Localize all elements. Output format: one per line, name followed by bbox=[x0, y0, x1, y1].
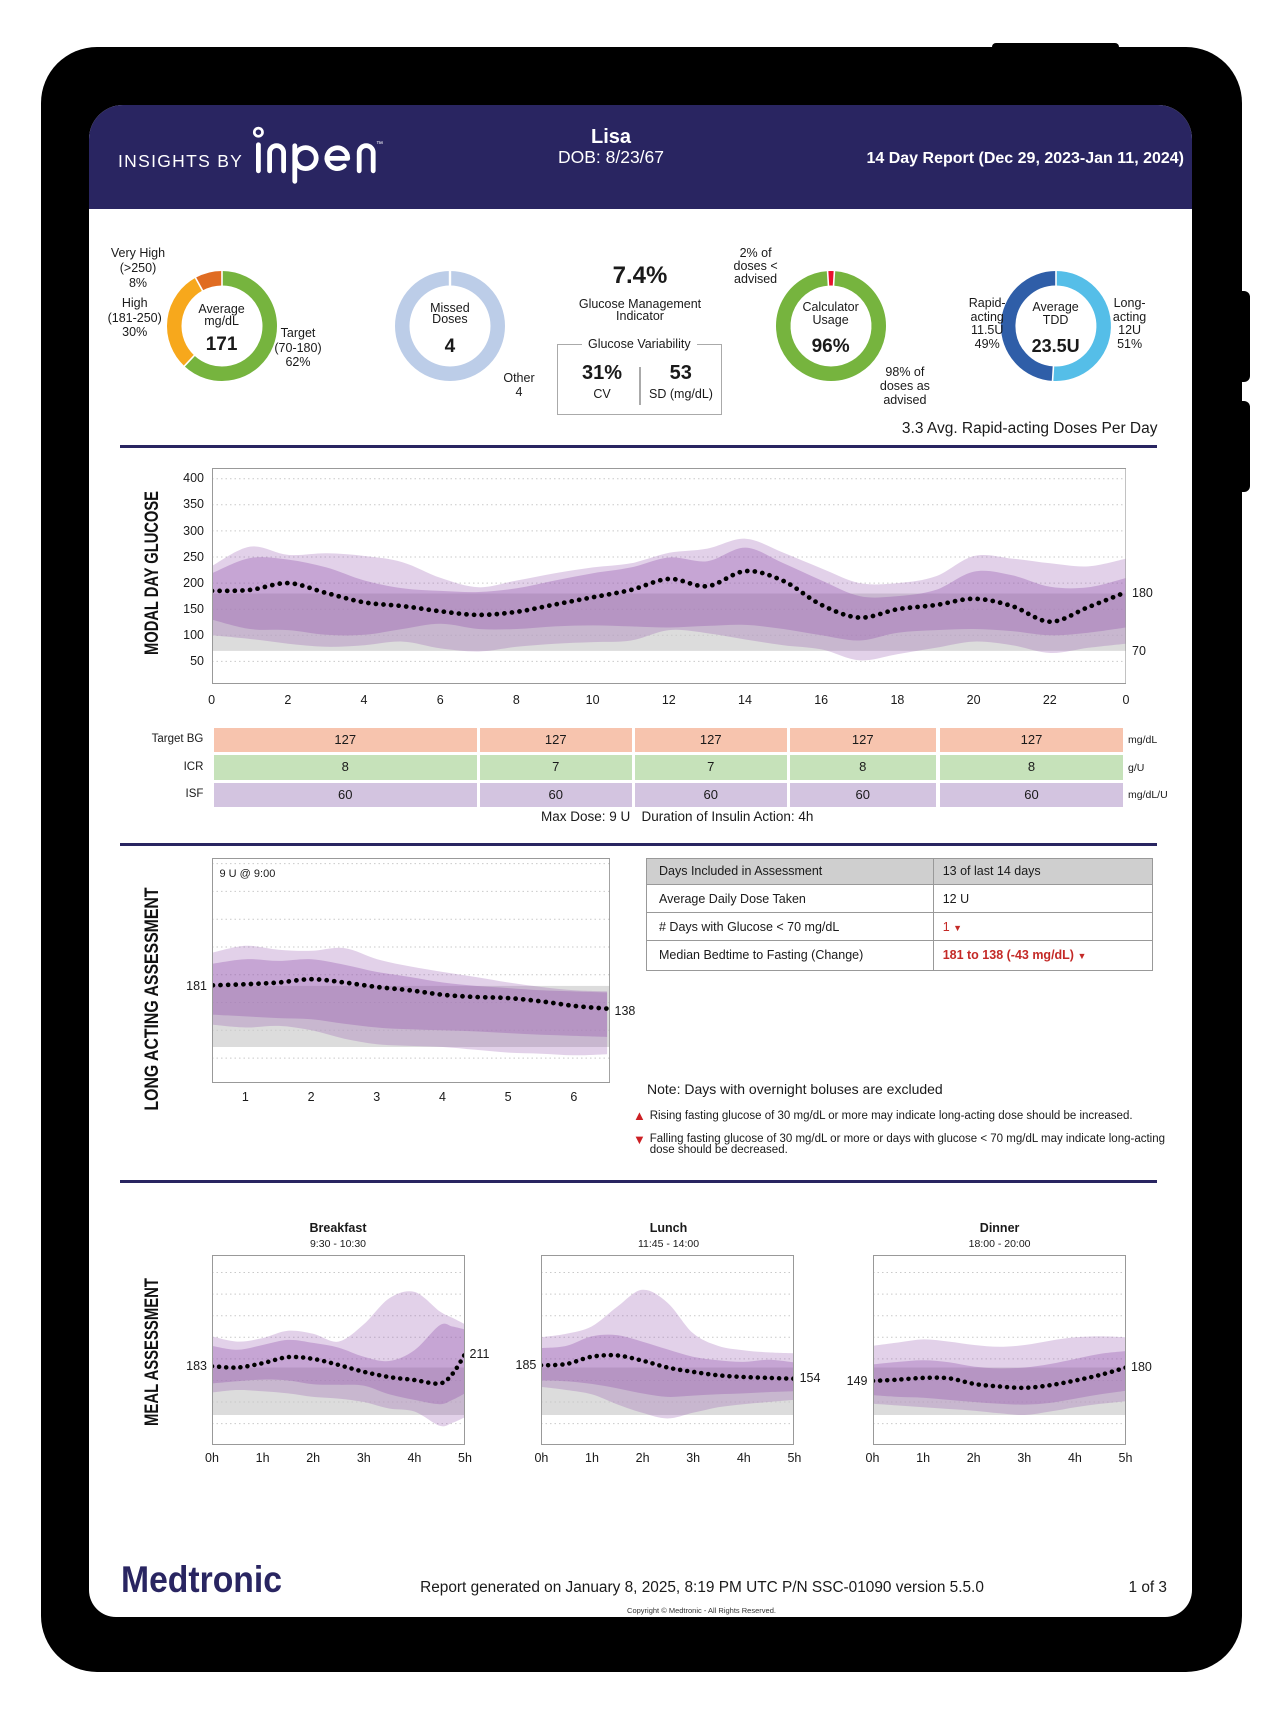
svg-text:LONG ACTING ASSESSMENT: LONG ACTING ASSESSMENT bbox=[142, 887, 163, 1110]
svg-text:MODAL DAY GLUCOSE: MODAL DAY GLUCOSE bbox=[142, 491, 163, 655]
svg-text:MEAL ASSESSMENT: MEAL ASSESSMENT bbox=[142, 1277, 163, 1425]
svg-text:Medtronic: Medtronic bbox=[121, 1559, 282, 1600]
svg-text:™: ™ bbox=[376, 141, 383, 148]
